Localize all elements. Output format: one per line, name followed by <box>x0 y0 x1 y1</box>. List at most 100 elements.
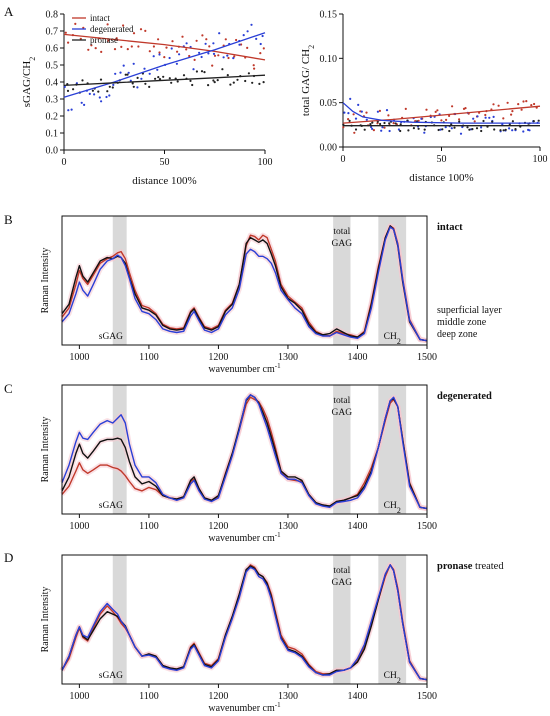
x-axis-label: wavenumber cm-1 <box>208 531 281 544</box>
scatter-point-degenerated <box>343 111 346 114</box>
scatter-point-pronase <box>216 79 219 82</box>
scatter-point-pronase <box>99 78 103 81</box>
scatter-point-pronase <box>126 73 129 76</box>
scatter-point-intact <box>132 32 136 35</box>
scatter-point-intact <box>130 45 133 48</box>
scatter-point-intact <box>451 105 454 108</box>
x-axis-label: distance 100% <box>409 172 473 184</box>
band-1 <box>333 216 351 345</box>
scatter-point-degenerated <box>397 128 400 131</box>
scatter-point-intact <box>492 103 495 106</box>
scatter-point-degenerated <box>501 123 504 126</box>
band-0 <box>112 216 127 345</box>
scatter-point-intact <box>157 38 160 41</box>
legend-label-superficial: superficial layer <box>437 305 502 316</box>
scatter-point-degenerated <box>105 95 108 99</box>
scatter-point-degenerated <box>371 127 374 130</box>
panel-title: pronase treated <box>437 561 504 572</box>
band-label-ch2: CH2 <box>384 671 401 685</box>
y-tick-label: 0.05 <box>320 98 338 109</box>
scatter-point-intact <box>502 117 505 120</box>
scatter-point-degenerated <box>207 52 210 55</box>
spectrum-line-deep <box>61 226 428 342</box>
scatter-point-degenerated <box>484 116 487 119</box>
y-tick-label: 0.15 <box>320 10 338 21</box>
y-axis-label: Raman Intensity <box>40 417 51 483</box>
scatter-point-intact <box>425 108 428 111</box>
scatter-point-degenerated <box>170 47 173 50</box>
panel-letter-d: D <box>4 550 13 565</box>
scatter-point-pronase <box>441 128 444 131</box>
scatter-chart-a1: 0.0 0.1 0.2 0.3 0.4 0.5 0.6 0.7 0.8 0 50 100 distanc… <box>21 10 273 188</box>
scatter-point-degenerated <box>127 71 130 74</box>
x-tick-label: 1100 <box>139 691 159 702</box>
plot-frame <box>61 215 428 346</box>
scatter-point-degenerated <box>439 128 442 131</box>
scatter-point-intact <box>126 48 129 51</box>
scatter-point-intact <box>530 104 533 107</box>
x-tick-label: 1200 <box>208 691 228 702</box>
scatter-point-pronase <box>423 128 426 131</box>
band-label-gag: GAG <box>332 578 353 588</box>
scatter-point-pronase <box>168 77 171 80</box>
spectrum-line-middle <box>61 225 428 342</box>
scatter-point-pronase <box>537 119 540 122</box>
x-tick-label: 1500 <box>417 691 437 702</box>
scatter-point-intact <box>372 129 375 132</box>
scatter-point-intact <box>440 119 443 122</box>
scatter-point-pronase <box>207 84 210 87</box>
scatter-point-pronase <box>111 86 114 89</box>
scatter-point-degenerated <box>354 117 358 120</box>
scatter-point-pronase <box>131 82 134 85</box>
y-tick-label: 0.4 <box>46 78 59 89</box>
scatter-point-intact <box>217 54 220 57</box>
scatter-point-pronase <box>97 90 100 93</box>
scatter-point-intact <box>253 67 256 70</box>
scatter-point-intact <box>353 131 356 134</box>
scatter-point-intact <box>120 45 123 49</box>
scatter-point-pronase <box>158 78 162 81</box>
scatter-point-intact <box>115 37 118 40</box>
scatter-point-intact <box>533 102 536 106</box>
band-label-ch2: CH2 <box>384 501 401 515</box>
scatter-point-degenerated <box>226 54 229 57</box>
scatter-point-pronase <box>148 85 151 88</box>
scatter-point-degenerated <box>246 30 249 33</box>
x-tick-label: 1300 <box>278 521 298 532</box>
x-tick-label: 1500 <box>417 521 437 532</box>
scatter-point-degenerated <box>347 112 350 115</box>
plot-frame <box>61 554 428 685</box>
scatter-point-degenerated <box>93 93 96 96</box>
scatter-point-pronase <box>514 128 517 131</box>
scatter-point-degenerated <box>222 56 225 59</box>
scatter-point-pronase <box>407 129 410 132</box>
band-label-sgag: sGAG <box>99 501 123 511</box>
fit-line-degenerated <box>342 102 540 124</box>
scatter-point-degenerated <box>108 94 111 97</box>
band-label-sgag: sGAG <box>99 671 123 681</box>
scatter-point-intact <box>227 56 230 60</box>
spectrum-chart-b: 1000 1100 1200 1300 1400 1500 wavenumber cm-1 R… <box>40 215 502 375</box>
scatter-point-degenerated <box>129 79 132 82</box>
scatter-point-intact <box>262 47 265 50</box>
scatter-point-pronase <box>262 81 265 84</box>
scatter-point-degenerated <box>140 77 143 80</box>
y-tick-label: 0.7 <box>46 27 59 38</box>
x-tick-label: 1300 <box>278 352 298 363</box>
scatter-point-pronase <box>232 81 235 84</box>
band-label-total: total <box>333 227 350 237</box>
scatter-point-pronase <box>448 129 451 133</box>
band-label-gag: GAG <box>332 408 353 418</box>
scatter-point-intact <box>383 126 386 129</box>
scatter-point-intact <box>195 39 198 42</box>
scatter-point-intact <box>511 110 514 113</box>
scatter-point-intact <box>176 50 179 53</box>
scatter-point-pronase <box>406 119 409 122</box>
x-tick-label: 1000 <box>69 521 89 532</box>
scatter-point-degenerated <box>385 109 389 112</box>
scatter-point-degenerated <box>80 101 83 104</box>
scatter-point-intact <box>235 38 238 42</box>
legend-label-pronase: pronase <box>90 35 118 45</box>
scatter-point-intact <box>94 47 97 50</box>
